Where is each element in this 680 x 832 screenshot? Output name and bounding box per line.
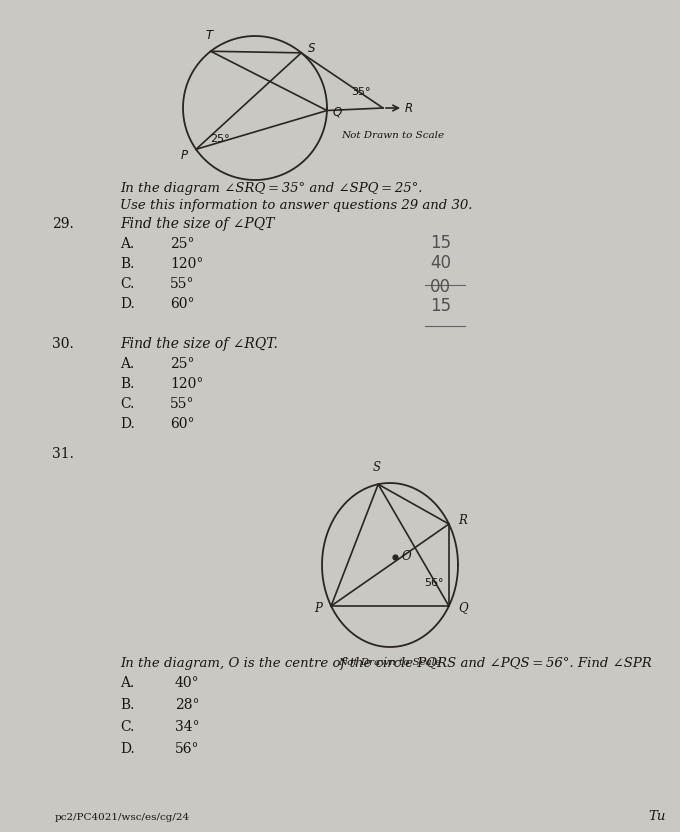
Text: Find the size of ∠RQT.: Find the size of ∠RQT. xyxy=(120,337,278,351)
Text: 28°: 28° xyxy=(175,698,199,712)
Text: 31.: 31. xyxy=(52,447,74,461)
Text: R: R xyxy=(458,514,466,527)
Text: pc2/PC4021/wsc/es/cg/24: pc2/PC4021/wsc/es/cg/24 xyxy=(55,813,190,822)
Text: B.: B. xyxy=(120,377,135,391)
Text: T: T xyxy=(205,29,212,42)
Text: 25°: 25° xyxy=(210,134,230,144)
Text: B.: B. xyxy=(120,698,135,712)
Text: 34°: 34° xyxy=(175,720,200,734)
Text: 60°: 60° xyxy=(170,297,194,311)
Text: 25°: 25° xyxy=(170,357,194,371)
Text: In the diagram ∠SRQ = 35° and ∠SPQ = 25°.: In the diagram ∠SRQ = 35° and ∠SPQ = 25°… xyxy=(120,182,422,195)
Text: 30.: 30. xyxy=(52,337,73,351)
Text: C.: C. xyxy=(120,277,135,291)
Text: P: P xyxy=(314,602,322,615)
Text: Not Drawn to Scale: Not Drawn to Scale xyxy=(339,658,441,667)
Text: S: S xyxy=(308,42,316,56)
Text: B.: B. xyxy=(120,257,135,271)
Text: 120°: 120° xyxy=(170,257,203,271)
Text: O: O xyxy=(402,549,411,562)
Text: 15: 15 xyxy=(430,297,451,315)
Text: 60°: 60° xyxy=(170,417,194,431)
Text: D.: D. xyxy=(120,742,135,756)
Text: P: P xyxy=(181,149,188,161)
Text: 56°: 56° xyxy=(424,578,443,588)
Text: Tu: Tu xyxy=(648,810,665,823)
Text: 55°: 55° xyxy=(170,277,194,291)
Text: S: S xyxy=(372,461,380,474)
Text: Use this information to answer questions 29 and 30.: Use this information to answer questions… xyxy=(120,199,473,212)
Text: 15: 15 xyxy=(430,234,451,252)
Text: 120°: 120° xyxy=(170,377,203,391)
Text: 55°: 55° xyxy=(170,397,194,411)
Text: D.: D. xyxy=(120,417,135,431)
Text: In the diagram, O is the centre of the circle PQRS and ∠PQS = 56°. Find ∠SPR: In the diagram, O is the centre of the c… xyxy=(120,657,651,670)
Text: 40: 40 xyxy=(430,254,451,272)
Text: D.: D. xyxy=(120,297,135,311)
Text: R: R xyxy=(405,102,413,115)
Text: A.: A. xyxy=(120,676,134,690)
Text: 35°: 35° xyxy=(351,87,371,97)
Text: A.: A. xyxy=(120,237,134,251)
Text: Q: Q xyxy=(458,602,468,615)
Text: C.: C. xyxy=(120,397,135,411)
Text: 29.: 29. xyxy=(52,217,73,231)
Text: 25°: 25° xyxy=(170,237,194,251)
Text: C.: C. xyxy=(120,720,135,734)
Text: Find the size of ∠PQT: Find the size of ∠PQT xyxy=(120,217,274,231)
Text: 40°: 40° xyxy=(175,676,200,690)
Text: Not Drawn to Scale: Not Drawn to Scale xyxy=(341,131,444,140)
Text: 00: 00 xyxy=(430,278,451,296)
Text: Q: Q xyxy=(333,105,342,118)
Text: 56°: 56° xyxy=(175,742,199,756)
Text: A.: A. xyxy=(120,357,134,371)
